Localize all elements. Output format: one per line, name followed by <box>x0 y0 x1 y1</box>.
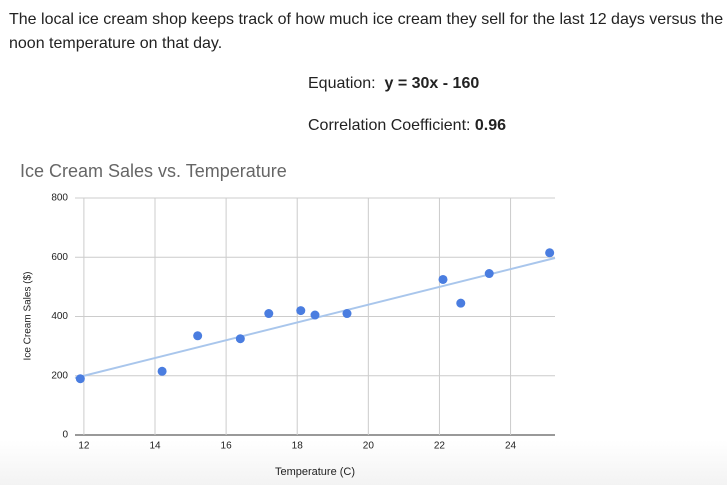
x-tick-label: 20 <box>363 441 375 452</box>
point <box>438 274 448 284</box>
y-tick-label: 200 <box>51 370 68 381</box>
y-tick-label: 0 <box>62 430 68 441</box>
equation-row: Equation: y = 30x - 160 <box>308 75 479 93</box>
chart-title: Ice Cream Sales vs. Temperature <box>20 161 287 181</box>
point <box>157 366 167 376</box>
equation: y = 30x - 160 <box>384 75 480 92</box>
point <box>235 334 245 344</box>
y-tick-label: 400 <box>51 311 68 322</box>
point <box>296 306 306 316</box>
correlation-row: Correlation Coefficient: 0.96 <box>308 117 506 135</box>
y-axis-label: Ice Cream Sales ($) <box>23 272 34 361</box>
x-tick-label: 22 <box>434 441 446 452</box>
point <box>484 269 494 279</box>
point <box>193 331 203 341</box>
point <box>342 309 352 319</box>
point <box>545 248 555 258</box>
intro-text: The local ice cream shop keeps track of … <box>9 11 724 52</box>
x-tick-label: 16 <box>221 441 233 452</box>
x-tick-label: 18 <box>292 441 304 452</box>
point <box>75 374 85 384</box>
correlation-label: Correlation Coefficient: <box>308 117 471 134</box>
equation-label: Equation: <box>308 75 376 92</box>
x-tick-label: 14 <box>149 441 161 452</box>
x-axis-label: Temperature (C) <box>275 466 355 478</box>
correlation: 0.96 <box>474 117 507 134</box>
point <box>264 309 274 319</box>
point <box>456 298 466 308</box>
point <box>310 310 320 320</box>
x-tick-label: 12 <box>78 441 90 452</box>
x-tick-label: 24 <box>505 441 517 452</box>
y-tick-label: 800 <box>51 193 68 204</box>
y-tick-label: 600 <box>51 252 68 263</box>
